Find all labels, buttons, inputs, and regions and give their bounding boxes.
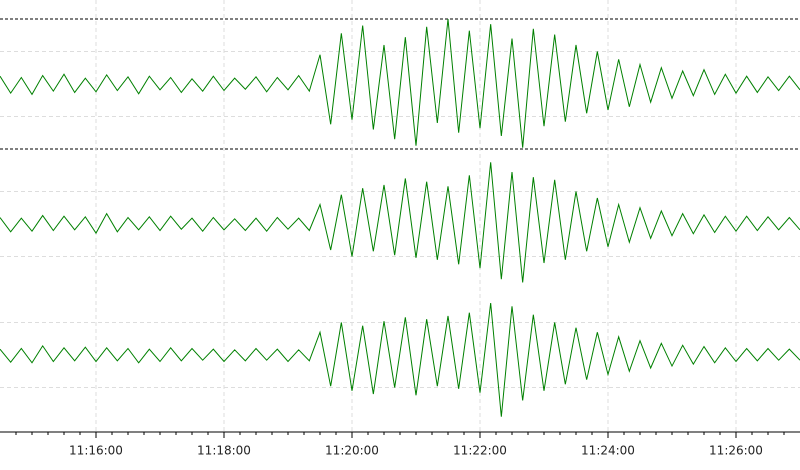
waveform: [0, 302, 800, 417]
waveform: [0, 162, 800, 283]
x-tick-label: 11:20:00: [325, 444, 379, 458]
x-tick-label: 11:16:00: [69, 444, 123, 458]
waveform: [0, 18, 800, 148]
x-tick-label: 11:26:00: [709, 444, 763, 458]
x-tick-label: 11:22:00: [453, 444, 507, 458]
x-tick-label: 11:18:00: [197, 444, 251, 458]
x-tick-label: 11:24:00: [581, 444, 635, 458]
